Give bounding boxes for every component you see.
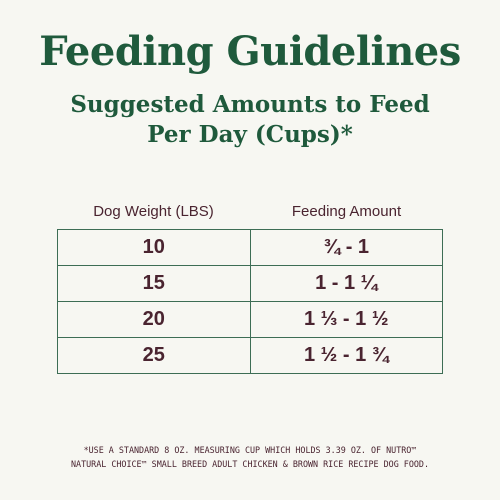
- amount-cell: 1 ⅓ - 1 ½: [249, 301, 443, 338]
- table-row: 10 ¾ - 1: [57, 229, 443, 266]
- footnote-line-1: *USE A STANDARD 8 OZ. MEASURING CUP WHIC…: [83, 445, 417, 455]
- amount-cell: 1 ½ - 1 ¾: [249, 337, 443, 374]
- column-header-dog-weight: Dog Weight (LBS): [93, 203, 214, 220]
- table-row: 25 1 ½ - 1 ¾: [57, 337, 443, 374]
- weight-cell: 25: [57, 337, 251, 374]
- weight-cell: 15: [57, 265, 251, 302]
- feeding-table: 10 ¾ - 1 15 1 - 1 ¼ 20 1 ⅓ - 1 ½ 25 1 ½ …: [57, 229, 443, 374]
- weight-cell: 10: [57, 229, 251, 266]
- subtitle-line-2: Per Day (Cups)*: [147, 121, 353, 148]
- footnote-line-2: NATURAL CHOICE™ SMALL BREED ADULT CHICKE…: [71, 459, 429, 469]
- amount-cell: 1 - 1 ¼: [249, 265, 443, 302]
- weight-cell: 20: [57, 301, 251, 338]
- footnote: *USE A STANDARD 8 OZ. MEASURING CUP WHIC…: [0, 443, 500, 471]
- table-row: 15 1 - 1 ¼: [57, 265, 443, 302]
- subtitle-line-1: Suggested Amounts to Feed: [70, 91, 430, 118]
- page-title: Feeding Guidelines: [39, 28, 461, 75]
- column-header-feeding-amount: Feeding Amount: [291, 203, 402, 220]
- amount-cell: ¾ - 1: [249, 229, 443, 266]
- page-subtitle: Suggested Amounts to Feed Per Day (Cups)…: [0, 90, 500, 150]
- table-row: 20 1 ⅓ - 1 ½: [57, 301, 443, 338]
